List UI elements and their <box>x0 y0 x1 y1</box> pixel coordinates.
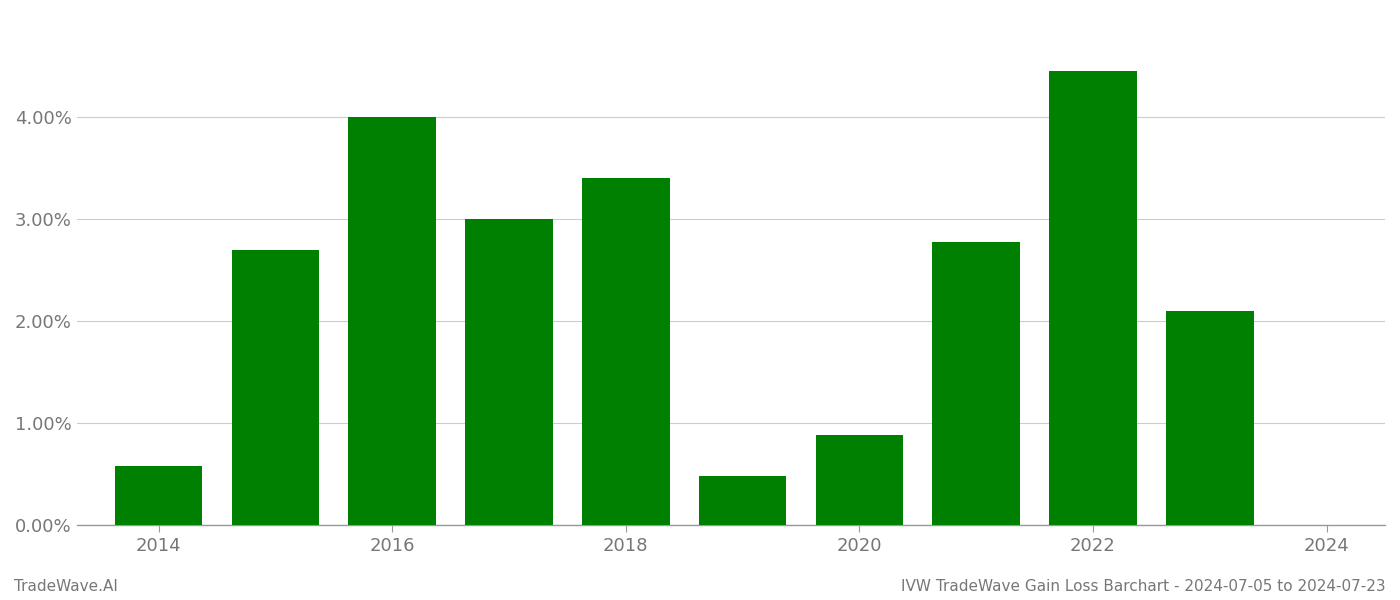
Text: IVW TradeWave Gain Loss Barchart - 2024-07-05 to 2024-07-23: IVW TradeWave Gain Loss Barchart - 2024-… <box>902 579 1386 594</box>
Bar <box>816 436 903 525</box>
Bar <box>932 242 1021 525</box>
Bar <box>115 466 203 525</box>
Bar <box>1166 311 1253 525</box>
Bar <box>231 250 319 525</box>
Bar <box>582 178 669 525</box>
Bar <box>349 117 435 525</box>
Bar <box>465 219 553 525</box>
Bar <box>699 476 787 525</box>
Bar <box>1049 71 1137 525</box>
Text: TradeWave.AI: TradeWave.AI <box>14 579 118 594</box>
